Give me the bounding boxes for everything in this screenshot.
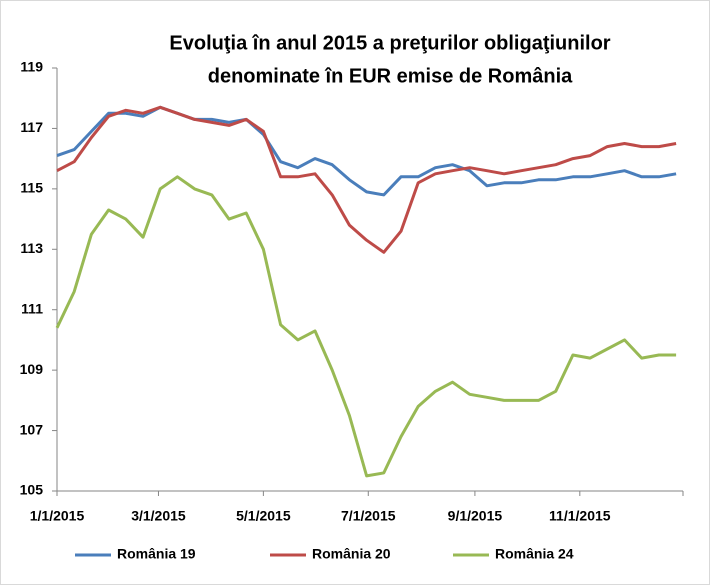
y-tick-label: 117 <box>20 119 43 135</box>
series-line <box>55 175 677 478</box>
x-tick-label: 3/1/2015 <box>131 508 186 524</box>
legend-label: România 20 <box>312 546 391 562</box>
x-tick-label: 9/1/2015 <box>448 508 503 524</box>
series-line <box>56 105 677 254</box>
x-tick-label: 5/1/2015 <box>236 508 291 524</box>
y-tick-label: 113 <box>20 240 43 256</box>
chart-title: Evoluţia în anul 2015 a preţurilor oblig… <box>169 32 610 54</box>
legend-label: România 19 <box>117 546 196 562</box>
y-tick-label: 105 <box>20 482 44 498</box>
x-tick-label: 11/1/2015 <box>549 508 611 524</box>
y-tick-label: 109 <box>20 361 44 377</box>
y-tick-label: 111 <box>21 300 43 316</box>
legend-label: România 24 <box>495 546 574 562</box>
y-tick-label: 107 <box>20 421 44 437</box>
y-tick-label: 119 <box>20 59 43 75</box>
x-tick-label: 7/1/2015 <box>341 508 396 524</box>
x-tick-label: 1/1/2015 <box>30 508 85 524</box>
chart-title: denominate în EUR emise de România <box>208 65 573 87</box>
y-tick-label: 115 <box>20 180 43 196</box>
